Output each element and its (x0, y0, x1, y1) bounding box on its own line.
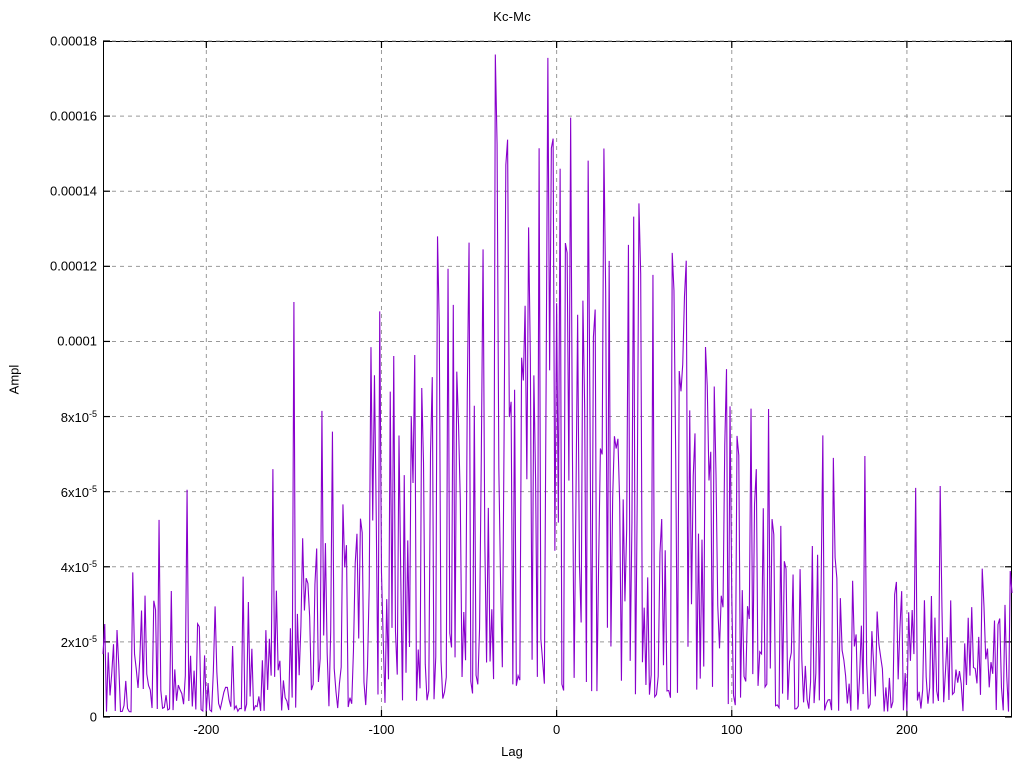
y-tick-label: 0.00012 (50, 258, 97, 274)
y-tick-label: 0.00016 (50, 108, 97, 124)
y-tick-label: 0.00014 (50, 183, 97, 199)
x-axis-label: Lag (501, 744, 523, 759)
y-tick-label: 8x10-5 (60, 408, 97, 425)
x-tick-label: -200 (193, 722, 220, 737)
y-tick-label: 0 (89, 709, 97, 725)
y-tick-label: 0.00018 (50, 33, 97, 49)
x-tick-label: -100 (368, 722, 395, 737)
chart-title: Kc-Mc (493, 9, 531, 24)
x-tick-label: 200 (896, 722, 918, 737)
y-axis-label: Ampl (6, 364, 22, 395)
x-tick-label: 0 (552, 722, 561, 737)
x-tick-label: 100 (720, 722, 743, 737)
y-tick-label: 4x10-5 (60, 558, 97, 575)
plot-area (103, 41, 1012, 717)
y-tick-label: 2x10-5 (60, 633, 97, 651)
y-tick-label: 0.0001 (57, 333, 97, 349)
y-tick-label: 6x10-5 (60, 483, 97, 500)
